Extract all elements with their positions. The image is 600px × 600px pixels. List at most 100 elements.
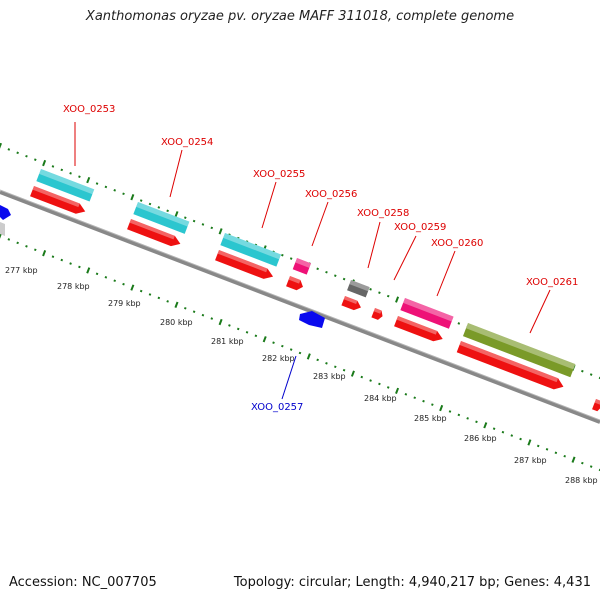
minor-tick (369, 288, 372, 291)
minor-tick (201, 223, 205, 226)
major-tick (218, 318, 223, 326)
major-tick (439, 404, 444, 412)
minor-tick (113, 189, 116, 192)
gene-arrow-XOO_0258 (341, 296, 361, 311)
gene-arrow-edge (592, 399, 600, 412)
backbone-layer (0, 189, 600, 424)
tick-dots-layer (0, 142, 600, 472)
minor-tick (272, 341, 275, 344)
gene-arrow-XOO_0256 (286, 276, 303, 291)
minor-tick (448, 410, 452, 413)
minor-tick (34, 248, 37, 252)
minor-tick (69, 262, 72, 265)
minor-tick (184, 306, 187, 310)
minor-tick (457, 413, 461, 417)
minor-tick (281, 253, 284, 257)
major-tick (130, 194, 135, 201)
leader-XOO_0257 (281, 355, 297, 400)
minor-tick (589, 373, 593, 376)
leader-XOO_0260 (436, 250, 456, 297)
minor-tick (148, 293, 152, 296)
cds-feature-XOO_0255 (220, 233, 282, 267)
scale-tick-label: 281 kbp (211, 337, 244, 346)
minor-tick (95, 182, 99, 185)
minor-tick (369, 379, 372, 382)
cds-feature-XOO_0258 (347, 280, 370, 298)
cds-feature-XOO_0259 (400, 298, 454, 329)
scale-tick-label: 282 kbp (262, 354, 295, 363)
accession-text: Accession: NC_007705 (9, 575, 157, 590)
minor-tick (236, 327, 240, 331)
minor-tick (581, 461, 584, 465)
minor-tick (51, 255, 55, 258)
minor-tick (289, 257, 293, 260)
minor-tick (201, 313, 205, 317)
minor-tick (78, 265, 81, 269)
minor-tick (210, 317, 214, 320)
minor-tick (166, 209, 169, 213)
minor-tick (16, 241, 19, 245)
gene-label-XOO_0257: XOO_0257 (251, 402, 303, 413)
labels-layer: 277 kbp 278 kbp 279 kbp 280 kbp 281 kbp 282 k… (5, 104, 598, 485)
minor-tick (554, 451, 558, 455)
minor-tick (404, 393, 408, 396)
minor-tick (466, 417, 469, 420)
minor-tick (157, 206, 161, 209)
major-tick (571, 456, 576, 463)
major-tick (306, 353, 311, 360)
minor-tick (386, 386, 390, 389)
minor-tick (113, 279, 116, 283)
minor-tick (210, 226, 214, 230)
minor-tick (148, 202, 152, 206)
minor-tick (7, 238, 11, 241)
minor-tick (536, 444, 540, 448)
minor-tick (342, 368, 346, 372)
minor-tick (245, 331, 249, 334)
major-tick (174, 301, 179, 308)
minor-tick (95, 272, 99, 276)
minor-tick (563, 454, 566, 458)
minor-tick (60, 168, 64, 172)
gene-label-XOO_0254: XOO_0254 (161, 137, 213, 148)
minor-tick (510, 434, 514, 437)
major-tick (483, 422, 488, 429)
minor-tick (192, 310, 196, 313)
minor-tick (69, 172, 72, 175)
major-tick (350, 370, 355, 377)
minor-tick (475, 420, 478, 424)
gene-label-XOO_0256: XOO_0256 (305, 189, 357, 200)
gene-label-XOO_0260: XOO_0260 (431, 238, 483, 249)
cds-feature-XOO_0256 (292, 258, 312, 275)
minor-tick (122, 282, 125, 286)
gene-arrow-XOO_0255 (215, 250, 274, 279)
gene-label-XOO_0259: XOO_0259 (394, 222, 446, 233)
minor-tick (139, 199, 143, 202)
scale-tick-label: 279 kbp (108, 299, 141, 308)
cds-feature-XOO_0261 (462, 323, 576, 378)
scale-tick-label: 278 kbp (57, 282, 90, 291)
scale-tick-label: 284 kbp (364, 394, 397, 403)
gene-arrow-XOO_0261 (456, 341, 564, 390)
gene-arrow-XOO_0258b (371, 308, 383, 320)
minor-tick (413, 396, 416, 400)
minor-tick (422, 399, 425, 403)
gene-arrow-XOO_0259 (394, 316, 443, 342)
minor-tick (51, 165, 55, 168)
gene-arrow-XOO_0257 (299, 311, 325, 328)
major-tick (527, 439, 532, 446)
scale-tick-label: 285 kbp (414, 414, 447, 423)
minor-tick (25, 154, 28, 158)
scale-tick-label: 283 kbp (313, 372, 346, 381)
leader-XOO_0255 (261, 181, 277, 229)
cds-feature-XOO_0253 (36, 169, 95, 202)
minor-tick (492, 427, 496, 430)
minor-tick (60, 258, 64, 262)
minor-tick (34, 158, 37, 161)
label-leaders-layer (74, 122, 551, 400)
minor-tick (7, 148, 11, 151)
backbone-line (0, 190, 600, 424)
leader-XOO_0259 (393, 235, 417, 281)
minor-tick (316, 267, 319, 271)
minor-tick (166, 300, 169, 303)
